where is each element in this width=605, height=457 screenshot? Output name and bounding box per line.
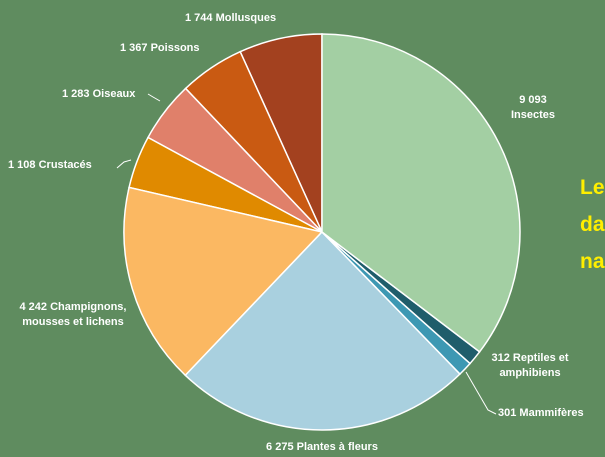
category-label: Poissons [150,42,200,54]
pie-slice [321,33,521,353]
slice-label: 9 093 Insectes [503,93,563,123]
value-label: 1 108 [8,159,36,171]
slice-label: 301 Mammifères [498,406,605,421]
category-label: Crustacés [38,159,92,171]
category-label: Reptiles et amphibiens [499,352,569,379]
value-label: 1 283 [62,88,90,100]
pie-slice [123,186,324,377]
category-label: Mammifères [519,407,584,419]
slice-label: 1 108 Crustacés [8,158,148,173]
slice-label: 1 283 Oiseaux [62,87,202,102]
value-label: 301 [498,407,517,419]
category-label: Mollusques [215,12,277,24]
value-label: 312 [491,352,510,364]
value-label: 6 275 [266,441,294,453]
slice-label: 6 275 Plantes à fleurs [232,440,412,455]
title-line: Le [580,176,605,199]
value-label: 1 744 [185,12,213,24]
title-line: na [580,250,605,273]
category-label: Plantes à fleurs [296,441,378,453]
slice-label: 4 242 Champignons, mousses et lichens [8,300,138,330]
pie-slice [184,230,462,431]
leader-line [465,371,497,415]
slice-label: 312 Reptiles et amphibiens [480,351,580,381]
category-label: Oiseaux [92,88,136,100]
slice-label: 1 744 Mollusques [185,11,345,26]
value-label: 4 242 [19,301,48,313]
value-label: 9 093 [519,94,547,106]
leader-line [116,159,132,169]
leader-line [147,93,161,102]
slice-label: 1 367 Poissons [120,41,260,56]
value-label: 1 367 [120,42,148,54]
category-label: Champignons, mousses et lichens [22,301,127,328]
category-label: Insectes [510,109,556,121]
title-line: da [580,213,605,236]
